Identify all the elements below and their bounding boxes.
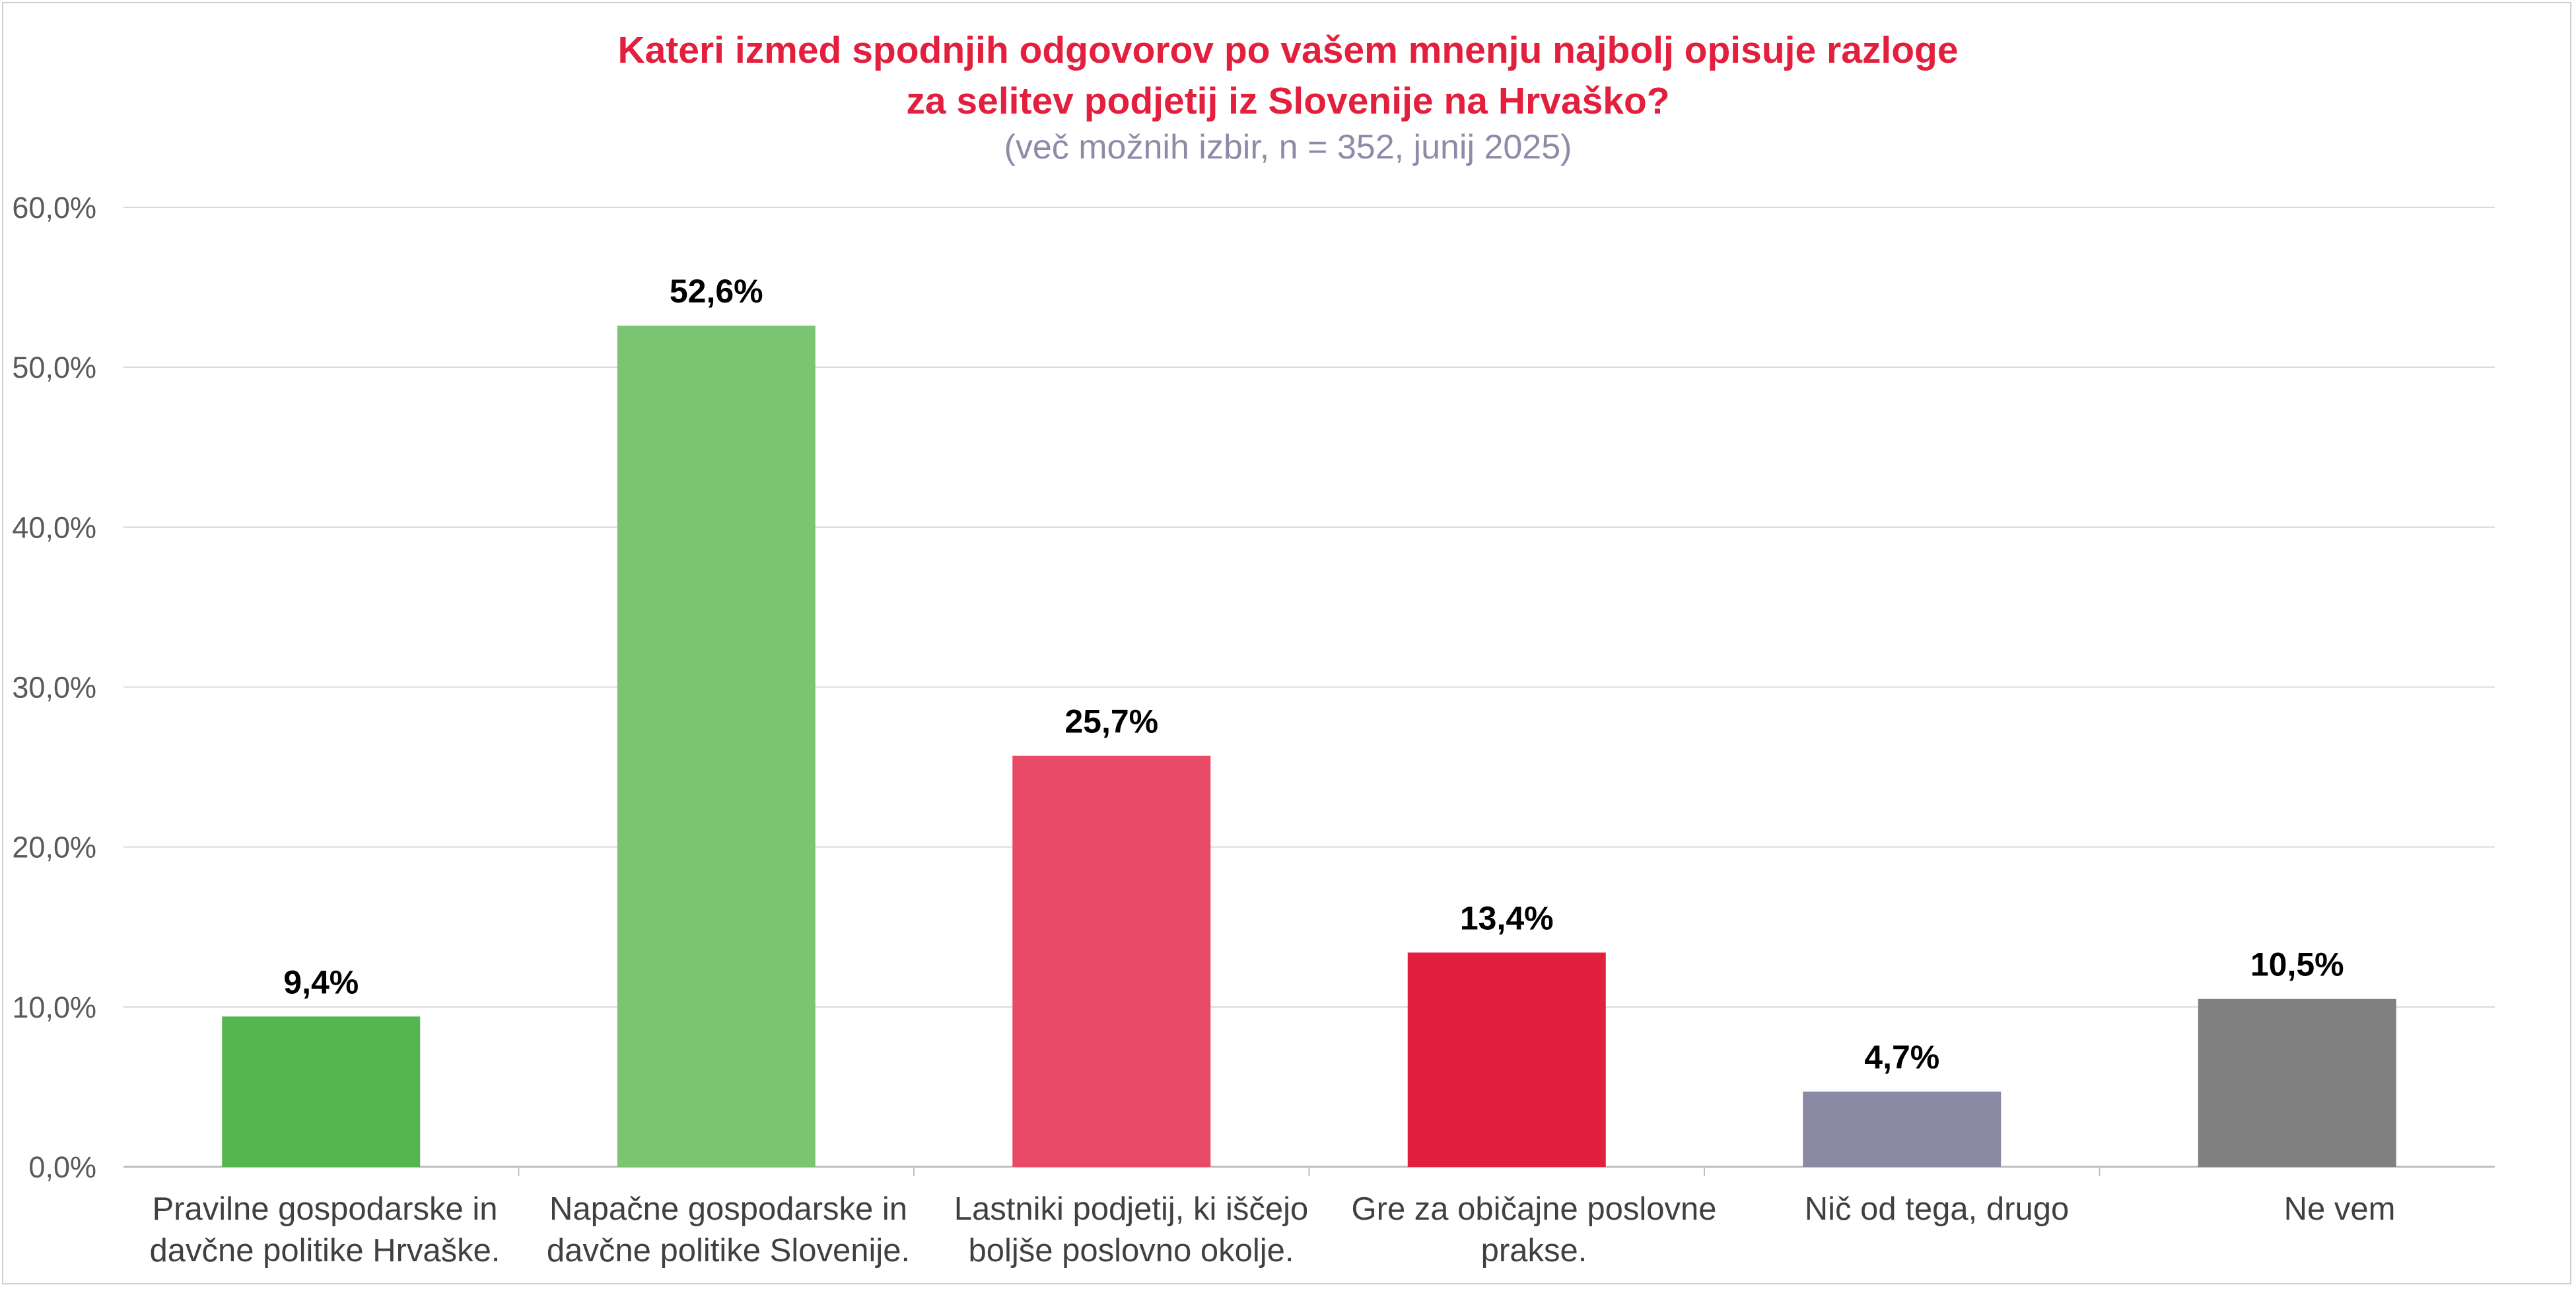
bar [1803, 1092, 2002, 1167]
y-tick-label: 20,0% [12, 831, 96, 864]
x-tick-label: Lastniki podjetij, ki iščejo boljše poslo… [954, 1191, 1309, 1269]
bar [1012, 755, 1211, 1167]
y-tick-label: 60,0% [12, 191, 96, 225]
y-tick-label: 50,0% [12, 351, 96, 384]
x-tick-label: Nič od tega, drugo [1804, 1191, 2070, 1227]
y-tick-label: 30,0% [12, 671, 96, 705]
y-tick-label: 40,0% [12, 510, 96, 544]
x-tick-label: Pravilne gospodarske in davčne politike H… [149, 1191, 501, 1269]
data-label: 13,4% [1460, 899, 1554, 936]
data-label: 52,6% [670, 273, 763, 310]
chart-title: Kateri izmed spodnjih odgovorov po vašem… [617, 29, 1959, 71]
bar [617, 326, 816, 1167]
x-tick-label: Napačne gospodarske in davčne politike Sl… [546, 1191, 911, 1269]
data-label: 9,4% [283, 963, 359, 1000]
bar [222, 1016, 421, 1167]
y-tick-label: 0,0% [28, 1150, 96, 1184]
data-label: 10,5% [2250, 946, 2344, 983]
x-tick-label: Gre za običajne poslovne prakse. [1351, 1191, 1717, 1269]
chart-title-line2: za selitev podjetij iz Slovenije na Hrva… [906, 80, 1670, 122]
data-label: 25,7% [1064, 703, 1158, 740]
bar [1407, 952, 1606, 1167]
y-tick-label: 10,0% [12, 991, 96, 1024]
bar [2198, 998, 2396, 1167]
x-tick-label: Ne vem [2283, 1191, 2396, 1227]
chart-subtitle: (več možnih izbir, n = 352, junij 2025) [1004, 128, 1572, 166]
data-label: 4,7% [1864, 1039, 1939, 1076]
